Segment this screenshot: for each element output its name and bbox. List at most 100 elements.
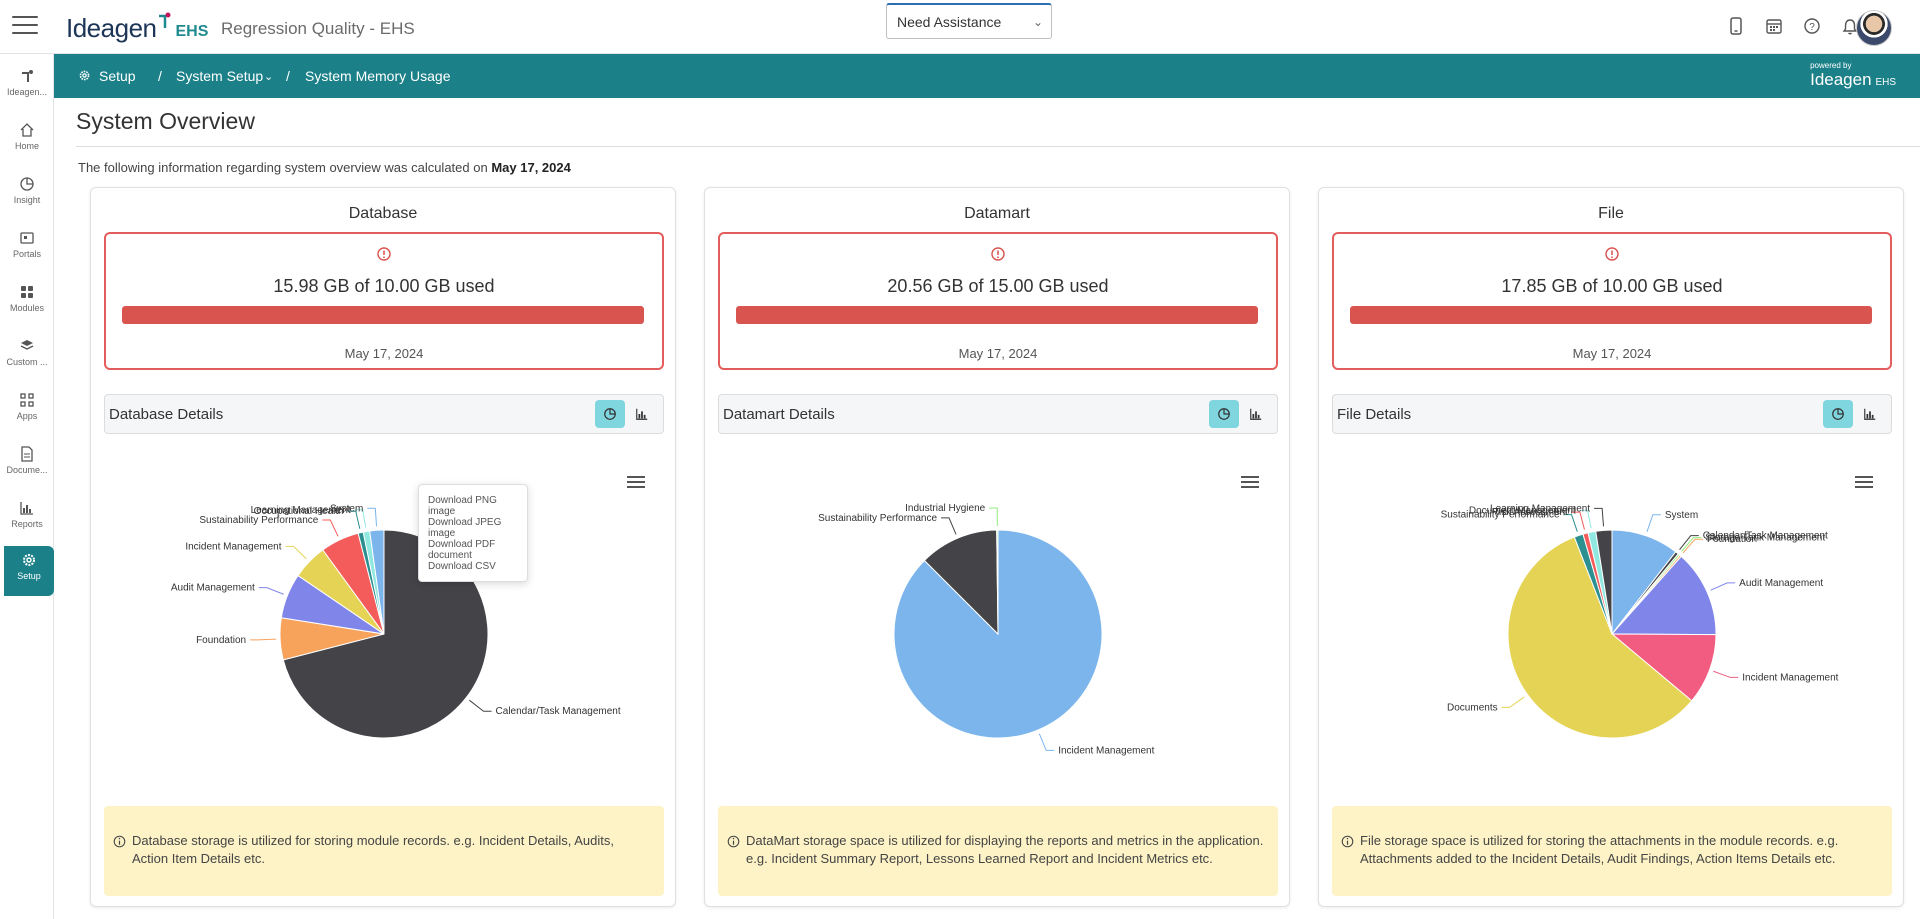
logo-suffix: EHS: [175, 23, 209, 40]
usage-box: 17.85 GB of 10.00 GB used May 17, 2024: [1332, 232, 1892, 370]
details-title: File Details: [1337, 406, 1412, 423]
warning-icon: [991, 247, 1005, 261]
breadcrumb-system-setup[interactable]: System Setup: [176, 68, 264, 84]
pie-chart-icon: [1218, 408, 1230, 420]
pie-slice[interactable]: [1507, 536, 1693, 739]
pie-label: Industrial Hygiene: [905, 503, 985, 514]
details-title: Database Details: [109, 406, 224, 423]
pie-view-button[interactable]: [595, 400, 625, 428]
pie-label: Incident Management: [1742, 672, 1838, 683]
need-assistance-label: Need Assistance: [897, 14, 1002, 30]
bell-icon[interactable]: [1840, 15, 1860, 37]
pie-connector: [1563, 514, 1578, 532]
pie-slice[interactable]: [369, 529, 385, 635]
sidebar-item-label: Reports: [11, 519, 43, 529]
sidebar-item-reports[interactable]: Reports: [0, 494, 54, 544]
usage-date: May 17, 2024: [958, 346, 1038, 361]
sidebar-item-setup[interactable]: Setup: [4, 546, 54, 596]
info-icon: [727, 835, 740, 848]
pie-view-button[interactable]: [1823, 400, 1853, 428]
info-note: File storage space is utilized for stori…: [1332, 806, 1892, 896]
note-text: File storage space is utilized for stori…: [1360, 833, 1839, 866]
pie-slice[interactable]: [1595, 529, 1613, 635]
bar-chart-icon: [1250, 408, 1262, 420]
sidebar-item-portals[interactable]: Portals: [0, 224, 54, 274]
pie-label: Documents: [1447, 702, 1498, 713]
pie-slice[interactable]: [1610, 633, 1717, 702]
pie-label: Sustainability Performance: [199, 515, 318, 526]
card-title: Datamart: [964, 205, 1030, 222]
pie-connector: [1710, 582, 1736, 591]
header-icons: ?: [1726, 15, 1860, 37]
sidebar-item-apps[interactable]: Apps: [0, 386, 54, 436]
pie-connector: [1713, 670, 1739, 678]
bar-view-button[interactable]: [1241, 400, 1271, 428]
breadcrumb: Setup / System Setup ⌄ / System Memory U…: [54, 54, 1920, 98]
bar-view-button[interactable]: [627, 400, 657, 428]
card-datamart: Datamart 20.56 GB of 15.00 GB used May 1…: [704, 187, 1290, 907]
usage-progress-bar: [736, 306, 1258, 324]
pie-connector: [1679, 535, 1699, 551]
warning-icon: [1605, 247, 1619, 261]
breadcrumb-setup[interactable]: Setup: [99, 68, 136, 84]
sidebar-item-home[interactable]: Home: [0, 116, 54, 166]
download-pdf-item[interactable]: Download PDF document: [428, 539, 496, 561]
modules-icon: [21, 286, 33, 298]
download-png-item[interactable]: Download PNG image: [428, 495, 497, 517]
info-line: The following information regarding syst…: [78, 160, 571, 175]
ideagen-logo[interactable]: Ideagen EHS: [66, 10, 208, 44]
sidebar-item-modules[interactable]: Modules: [0, 278, 54, 328]
pie-connector: [322, 519, 339, 537]
pie-view-button[interactable]: [1209, 400, 1239, 428]
sidebar-item-label: Portals: [12, 249, 41, 259]
pie-label: Sustainability Performance: [818, 513, 937, 524]
usage-date: May 17, 2024: [344, 346, 424, 361]
pie-chart-icon: [604, 408, 616, 420]
download-jpeg-item[interactable]: Download JPEG image: [428, 517, 502, 539]
details-bar: File Details: [1332, 394, 1892, 434]
bar-view-button[interactable]: [1855, 400, 1885, 428]
pie-slice[interactable]: [996, 529, 999, 635]
pie-connector: [367, 507, 378, 527]
pie-chart-svg: Incident Management Sustainability Perfor…: [818, 503, 1155, 756]
pie-label: Audit Management: [171, 583, 255, 594]
usage-text: 20.56 GB of 15.00 GB used: [887, 276, 1109, 296]
svg-text:?: ?: [1809, 22, 1815, 33]
pie-label: Learning Management: [1490, 503, 1590, 514]
sidebar-item-label: Home: [14, 141, 39, 151]
need-assistance-dropdown[interactable]: Need Assistance ⌄: [886, 3, 1052, 39]
sidebar-item-insight[interactable]: Insight: [0, 170, 54, 220]
logo-mark-icon: [159, 12, 171, 28]
download-csv-item[interactable]: Download CSV: [428, 561, 496, 572]
powered-by-text: powered by: [1810, 61, 1852, 70]
pie-chart-icon: [1832, 408, 1844, 420]
chart-menu-icon[interactable]: [1241, 476, 1259, 490]
pie-label: Sustainability Performance: [1441, 510, 1560, 521]
chevron-down-icon[interactable]: ⌄: [264, 71, 274, 83]
pie-slice[interactable]: [1610, 555, 1717, 636]
apps-icon: [20, 393, 34, 407]
mobile-icon[interactable]: [1726, 15, 1746, 37]
pie-connector: [469, 699, 492, 712]
help-icon[interactable]: ?: [1802, 15, 1822, 37]
usage-progress-bar: [1350, 306, 1872, 324]
chart-menu-icon[interactable]: [1855, 476, 1873, 490]
pie-slice[interactable]: [1611, 529, 1677, 636]
hamburger-menu-icon[interactable]: [12, 16, 38, 38]
sidebar-item-documents[interactable]: Docume...: [0, 440, 54, 490]
chart-menu-icon[interactable]: [627, 476, 645, 490]
pie-label: System: [1665, 510, 1698, 521]
sidebar-item-label: Docume...: [6, 465, 48, 475]
left-sidebar: Ideagen... Home Insight Portals Modules …: [0, 54, 54, 919]
info-date: May 17, 2024: [491, 160, 571, 175]
pie-chart: Incident Management Sustainability Perfor…: [705, 456, 1291, 796]
sidebar-item-custom[interactable]: Custom ...: [0, 332, 54, 382]
card-file: File 17.85 GB of 10.00 GB used May 17, 2…: [1318, 187, 1904, 907]
usage-text: 17.85 GB of 10.00 GB used: [1501, 276, 1723, 296]
user-avatar[interactable]: [1856, 10, 1892, 46]
calendar-icon[interactable]: [1764, 15, 1784, 37]
sidebar-item-ideagen[interactable]: Ideagen...: [0, 62, 54, 112]
usage-box: 15.98 GB of 10.00 GB used May 17, 2024: [104, 232, 664, 370]
pie-slice[interactable]: [923, 529, 999, 636]
